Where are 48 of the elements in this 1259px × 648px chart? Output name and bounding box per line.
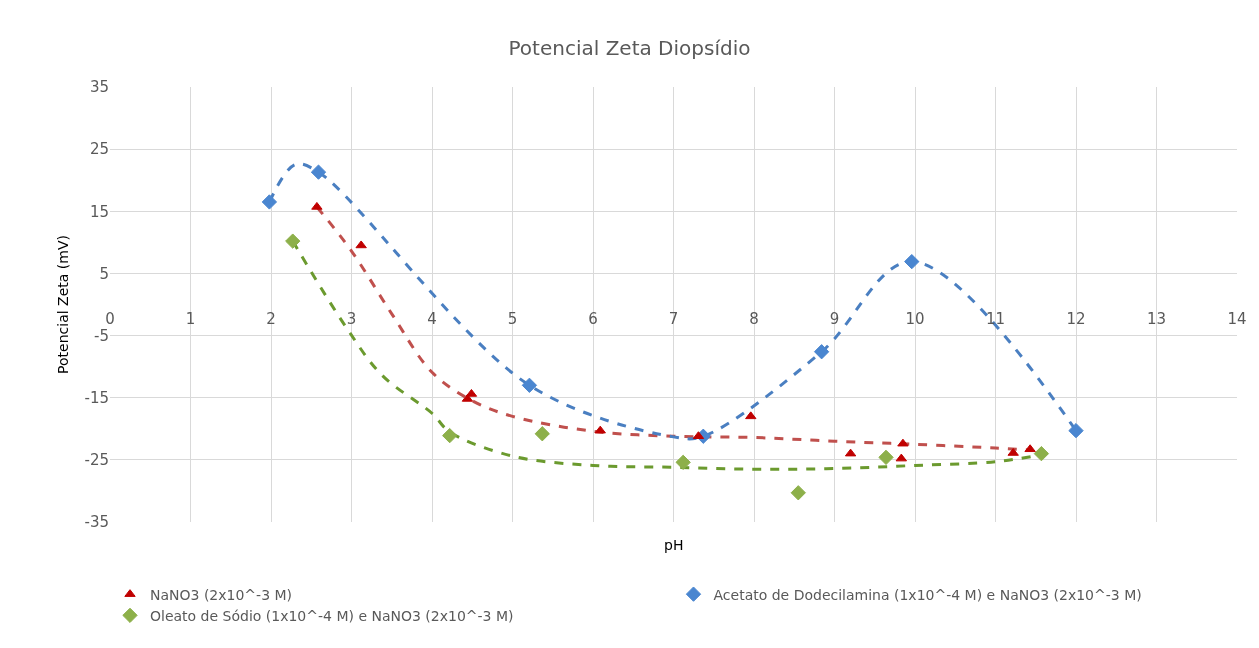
point [745, 411, 757, 420]
chart-title: Potencial Zeta Diopsídio [508, 36, 751, 60]
legend-label: Acetato de Dodecilamina (1x10^-4 M) e NaNO3 (2x10^-3 M) [713, 586, 1142, 603]
x-tick-label: 14 [1227, 309, 1247, 328]
x-axis-title: pH [664, 537, 684, 553]
x-tick-label: 6 [588, 309, 598, 328]
y-tick-label: -5 [94, 326, 109, 345]
point [310, 164, 327, 180]
y-tick-label: -15 [84, 388, 109, 407]
point [1024, 444, 1036, 453]
point [311, 201, 323, 210]
point [355, 240, 367, 249]
x-tick-label: 8 [749, 309, 759, 328]
y-tick-label: 25 [89, 140, 109, 159]
x-tick-label: 1 [185, 309, 196, 328]
point [594, 425, 606, 434]
x-tick-label: 3 [346, 309, 357, 328]
point [521, 377, 538, 393]
x-tick-label: 9 [829, 309, 840, 328]
point [897, 438, 909, 447]
y-tick-label: 5 [99, 264, 109, 283]
legend-label: Oleato de Sódio (1x10^-4 M) e NaNO3 (2x10^-3 M) [150, 607, 514, 624]
y-tick-label: -35 [84, 513, 109, 532]
point [878, 449, 894, 466]
x-tick-label: 5 [507, 309, 518, 328]
point [261, 194, 278, 210]
x-tick-label: 2 [266, 309, 276, 328]
y-tick-label: -25 [84, 451, 109, 470]
point [534, 426, 550, 442]
x-tick-label: 7 [668, 309, 679, 328]
point [1068, 423, 1084, 439]
x-tick-label: 10 [905, 309, 925, 328]
x-tick-label: 0 [105, 309, 115, 328]
y-tick-label: 35 [89, 78, 109, 97]
point [442, 427, 458, 444]
point [790, 485, 806, 501]
x-tick-label: 11 [985, 309, 1006, 328]
point [904, 253, 920, 270]
point [285, 233, 301, 249]
legend-label: NaNO3 (2x10^-3 M) [150, 586, 293, 603]
y-axis-title: Potencial Zeta (mV) [55, 235, 72, 374]
x-tick-label: 12 [1066, 309, 1086, 328]
point [813, 344, 830, 360]
y-tick-label: 15 [89, 202, 109, 221]
x-tick-label: 4 [427, 309, 437, 328]
point [675, 454, 691, 470]
point [1033, 445, 1050, 462]
x-tick-label: 13 [1146, 309, 1167, 328]
